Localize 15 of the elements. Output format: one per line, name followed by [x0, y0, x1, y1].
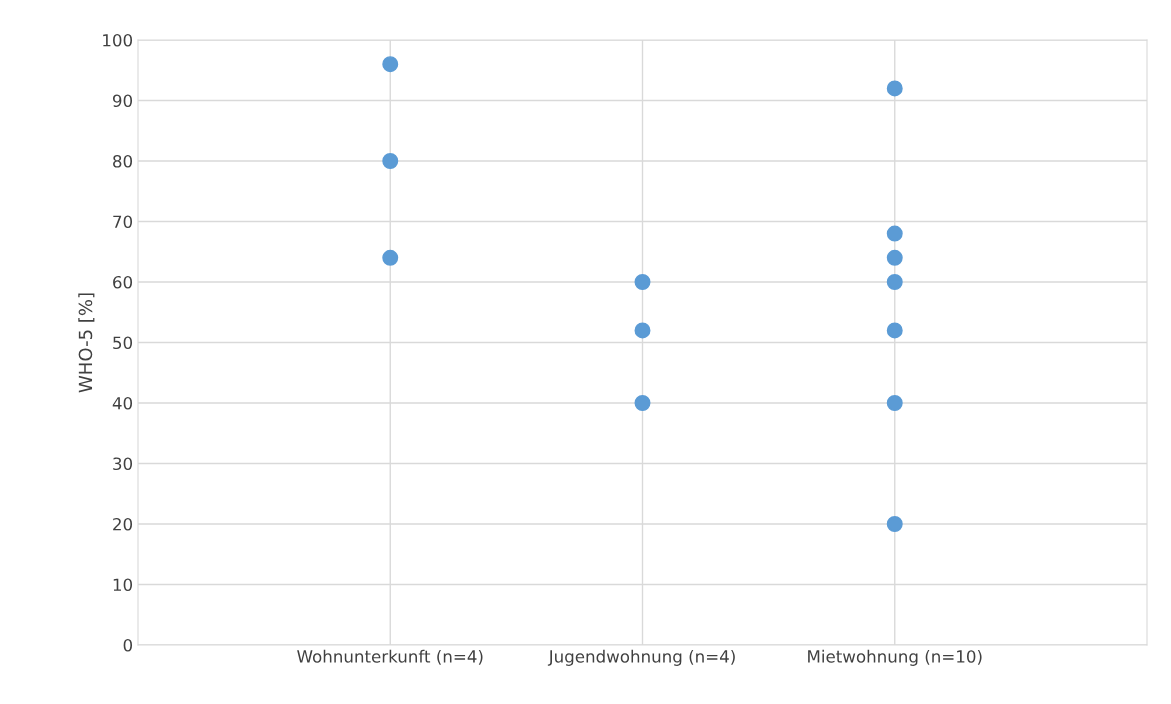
y-tick-label: 50	[113, 336, 133, 350]
x-tick-label: Mietwohnung (n=10)	[808, 649, 982, 666]
x-tick-label: Jugendwohnung (n=4)	[547, 649, 735, 666]
y-tick-label: 70	[113, 215, 133, 229]
y-tick-label: 40	[112, 396, 133, 410]
y-tick-label: 60	[113, 275, 133, 289]
y-tick-label: 100	[103, 33, 133, 47]
y-tick-label: 30	[113, 457, 133, 471]
y-tick-label: 10	[113, 578, 133, 592]
y-axis-title: WHO-5 [%]	[78, 293, 95, 393]
y-tick-label: 90	[112, 94, 133, 108]
x-tick-label: Wohnunterkunft (n=4)	[297, 649, 483, 665]
y-tick-label: 80	[113, 154, 133, 168]
y-tick-label: 20	[113, 517, 133, 531]
y-tick-label: 0	[123, 638, 133, 652]
